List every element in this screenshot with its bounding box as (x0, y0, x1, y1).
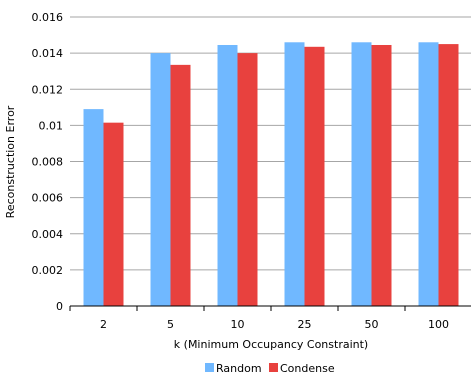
y-tick-label: 0.008 (32, 156, 64, 169)
gridlines (70, 16, 471, 271)
x-tick-label: 2 (100, 318, 107, 331)
bar-random-5 (150, 53, 171, 306)
y-tick-label: 0.002 (32, 264, 64, 277)
y-axis-tick-labels: 0 0.002 0.004 0.006 0.008 0.01 0.012 0.014 0.016 (32, 11, 64, 313)
y-tick-label: 0.014 (32, 47, 64, 60)
x-tick-label: 25 (298, 318, 312, 331)
legend-label-random: Random (216, 362, 262, 372)
bar-condense-50 (371, 44, 392, 306)
legend-swatch-condense (269, 363, 278, 372)
legend-label-condense: Condense (280, 362, 335, 372)
x-tick-label: 10 (231, 318, 245, 331)
bar-random-25 (284, 42, 305, 306)
x-tick-label: 100 (428, 318, 449, 331)
x-axis-title: k (Minimum Occupancy Constraint) (174, 338, 368, 351)
y-axis-title: Reconstruction Error (4, 105, 17, 218)
y-tick-label: 0.006 (32, 192, 64, 205)
bars (83, 42, 459, 307)
bar-condense-10 (237, 53, 258, 306)
bar-condense-2 (103, 122, 124, 307)
x-tick-label: 50 (365, 318, 379, 331)
y-tick-label: 0.016 (32, 11, 64, 24)
y-tick-label: 0.012 (32, 83, 64, 96)
legend-swatch-random (205, 363, 214, 372)
bar-condense-100 (438, 44, 459, 306)
bar-condense-5 (170, 64, 191, 306)
bar-random-50 (351, 42, 372, 306)
bar-condense-25 (304, 46, 325, 306)
bar-random-10 (217, 44, 238, 306)
x-axis-ticks (69, 306, 406, 311)
y-tick-label: 0 (56, 300, 63, 313)
x-tick-label: 5 (167, 318, 174, 331)
bar-random-2 (83, 109, 104, 307)
x-axis-tick-labels: 2 5 10 25 50 100 (100, 318, 449, 331)
bar-random-100 (418, 42, 439, 306)
y-tick-label: 0.004 (32, 228, 64, 241)
legend: Random Condense (205, 362, 335, 372)
y-tick-label: 0.01 (39, 119, 64, 132)
